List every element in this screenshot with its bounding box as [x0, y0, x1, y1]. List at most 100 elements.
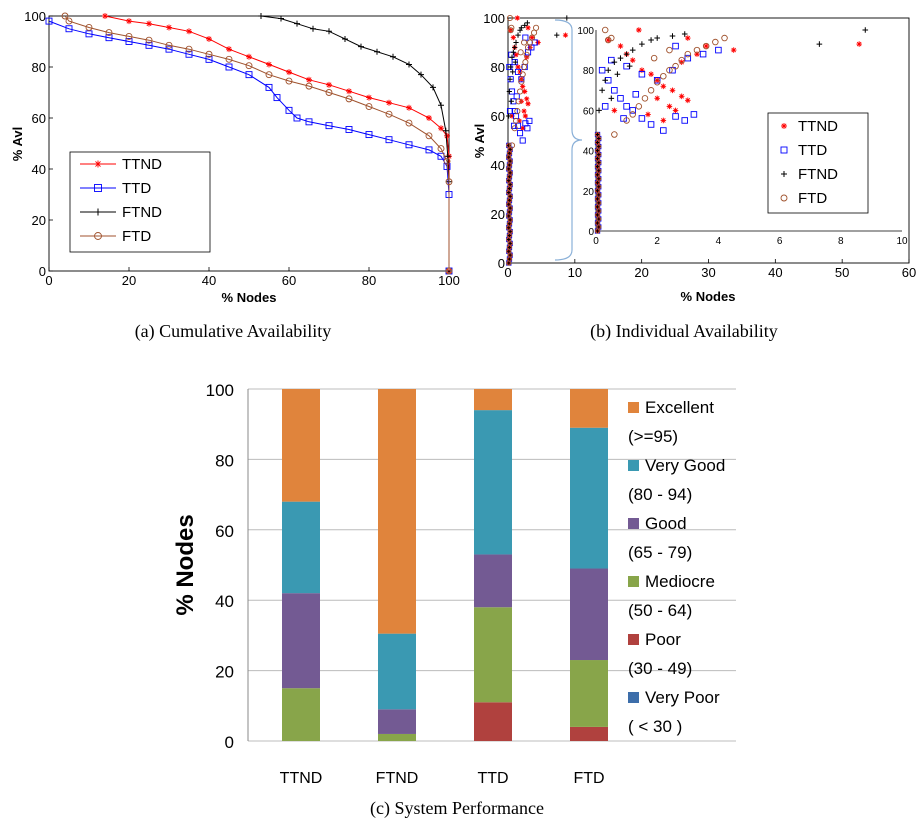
- chart-b-inset-point-ttnd-13: [660, 117, 667, 124]
- chart-c-bar-ftd-mediocre: [570, 660, 608, 727]
- chart-a-x-tick-label-1: 20: [122, 273, 136, 288]
- chart-b-inset-point-ftnd-11: [669, 33, 676, 39]
- caption-c: (c) System Performance: [370, 798, 544, 819]
- chart-a-legend-box: [69, 151, 211, 253]
- chart-a-point-ftd-23: [445, 267, 453, 275]
- chart-b-point-ttnd-12: [522, 113, 528, 119]
- chart-a-point-ttd-1: [65, 25, 73, 33]
- chart-b-point-ftnd-5: [510, 49, 516, 55]
- chart-b-point-ttd-14: [514, 68, 522, 75]
- chart-b-inset-point-ftd-2: [629, 111, 636, 118]
- chart-b-inset-point-ttnd-7: [660, 83, 667, 90]
- chart-a-point-ttd-11: [265, 83, 273, 91]
- chart-a-point-ftd-20: [437, 145, 445, 153]
- chart-b-inset-point-ftnd-6: [623, 51, 630, 57]
- chart-b-point-ftd-6: [518, 78, 525, 85]
- chart-a-point-ftnd-6: [358, 43, 364, 50]
- chart-c-y-axis-label: % Nodes: [172, 514, 199, 615]
- chart-b-point-ttnd-18: [525, 25, 531, 31]
- chart-b-inset-point-ttnd-3: [629, 57, 636, 63]
- chart-b-inset-point-ftd-12: [693, 46, 701, 54]
- chart-b-point-ftd-12: [527, 39, 534, 46]
- chart-a-point-ttd-18: [365, 131, 373, 139]
- chart-b-point-ftd-20: [506, 14, 514, 22]
- chart-b-y-tick-label-5: 100: [483, 11, 505, 26]
- chart-a-point-ttd-14: [293, 114, 301, 122]
- chart-a-point-ftnd-13: [442, 127, 449, 134]
- chart-b-point-ftnd-12: [524, 20, 530, 26]
- chart-b-inset-point-ftnd-12: [681, 31, 688, 37]
- chart-c-bar-ttd-good: [474, 554, 512, 608]
- chart-c-legend-range-poor: (30 - 49): [628, 659, 692, 678]
- chart-b-inset-point-ttd-0: [598, 66, 606, 74]
- chart-b-inset-point-ttnd-22: [611, 107, 618, 114]
- chart-a-point-ttnd-8: [266, 61, 272, 68]
- chart-a-point-ttd-9: [225, 63, 233, 71]
- chart-a-axes-frame: [48, 15, 450, 272]
- chart-b-inset-axis-cluster-ftnd-14: [595, 172, 600, 177]
- chart-b-inset-point-ttd-7: [647, 121, 655, 128]
- chart-b-inset-point-ttnd-20: [678, 59, 685, 65]
- chart-b-point-ttnd-15: [529, 35, 535, 41]
- chart-a-point-ttnd-4: [186, 28, 192, 35]
- chart-c-legend-swatch-very-poor: [628, 692, 639, 703]
- chart-a-point-ttnd-14: [386, 99, 392, 106]
- chart-b-point-ttnd-22: [509, 113, 515, 119]
- chart-b-inset-axis-cluster-ftnd-5: [596, 208, 601, 214]
- chart-c-legend-swatch-good: [628, 518, 639, 529]
- chart-b-inset-point-ftnd-4: [611, 59, 618, 65]
- chart-b-inset-axis-cluster-ftnd-0: [595, 228, 600, 234]
- chart-a-point-ttd-17: [345, 126, 353, 133]
- chart-b-point-ftd-1: [511, 125, 518, 132]
- chart-b-inset-point-ttd-6: [638, 115, 646, 122]
- chart-b-inset-point-ftnd-3: [605, 67, 612, 73]
- chart-b-x-axis-label: % Nodes: [681, 289, 736, 304]
- chart-c-legend-label-good: Good: [645, 514, 687, 533]
- chart-a-point-ttnd-15: [406, 104, 412, 111]
- chart-b-inset-point-ftd-0: [611, 131, 618, 138]
- chart-a-point-ttnd-16: [426, 115, 432, 121]
- chart-b-inset-point-ttnd-12: [672, 107, 679, 114]
- chart-a-point-ttnd-5: [206, 35, 212, 42]
- chart-a-x-tick-label-3: 60: [282, 273, 296, 288]
- chart-b-y-axis-label: % Avl: [472, 124, 487, 158]
- chart-b-inset-axis-cluster-ftnd-12: [595, 180, 600, 185]
- chart-b-point-ftnd-1: [506, 88, 512, 95]
- chart-c-legend-range-very-good: (80 - 94): [628, 485, 692, 504]
- chart-c-legend-label-excellent: Excellent: [645, 398, 714, 417]
- chart-b-point-ftnd-10: [518, 25, 524, 31]
- chart-a-point-ttnd-17: [438, 125, 444, 132]
- chart-c-y-tick-label-2: 40: [215, 592, 234, 611]
- chart-b-point-ttnd-7: [520, 84, 526, 90]
- chart-b-point-ftd-16: [517, 49, 524, 56]
- chart-a-point-ttnd-9: [286, 69, 292, 76]
- chart-b-point-ftd-19: [507, 27, 514, 34]
- chart-c-bar-ftd-excellent: [570, 389, 608, 428]
- chart-a-point-ftd-22: [445, 178, 453, 186]
- chart-a-y-tick-label-0: 0: [39, 264, 46, 279]
- chart-b-inset-point-ftd-3: [635, 103, 643, 110]
- chart-c-bar-ftnd-excellent: [378, 389, 416, 634]
- chart-b-inset-axis-cluster-ftnd-7: [596, 200, 601, 206]
- chart-c-legend-range-very-poor: ( < 30 ): [628, 717, 682, 736]
- chart-b-point-ttnd-1: [510, 35, 516, 41]
- chart-b-inset-axis-cluster-ftnd-2: [595, 220, 600, 226]
- chart-c-bar-ftnd-mediocre: [378, 733, 416, 741]
- chart-a-point-ftd-11: [265, 71, 273, 79]
- chart-a-point-ttd-16: [325, 122, 333, 130]
- caption-b: (b) Individual Availability: [590, 321, 778, 342]
- chart-b-point-ftd-15: [533, 24, 540, 31]
- chart-b-legend-label-ttd: TTD: [798, 142, 827, 159]
- chart-b-inset-point-ttnd-14: [694, 51, 700, 57]
- chart-b-inset-point-ftnd-5: [617, 55, 624, 61]
- chart-a-series-line-ftnd: [260, 15, 450, 271]
- chart-b-point-ttnd-8: [522, 88, 528, 95]
- chart-b-point-ttnd-9: [524, 96, 530, 102]
- chart-b-x-tick-label-5: 50: [835, 265, 849, 280]
- chart-b-inset-point-ftd-14: [712, 38, 719, 46]
- chart-b-inset-point-ftd-17: [666, 46, 673, 54]
- chart-c-bar-ttd-poor: [474, 702, 512, 741]
- chart-b-point-ftnd-8: [515, 32, 521, 38]
- chart-c-legend-swatch-mediocre: [628, 576, 639, 587]
